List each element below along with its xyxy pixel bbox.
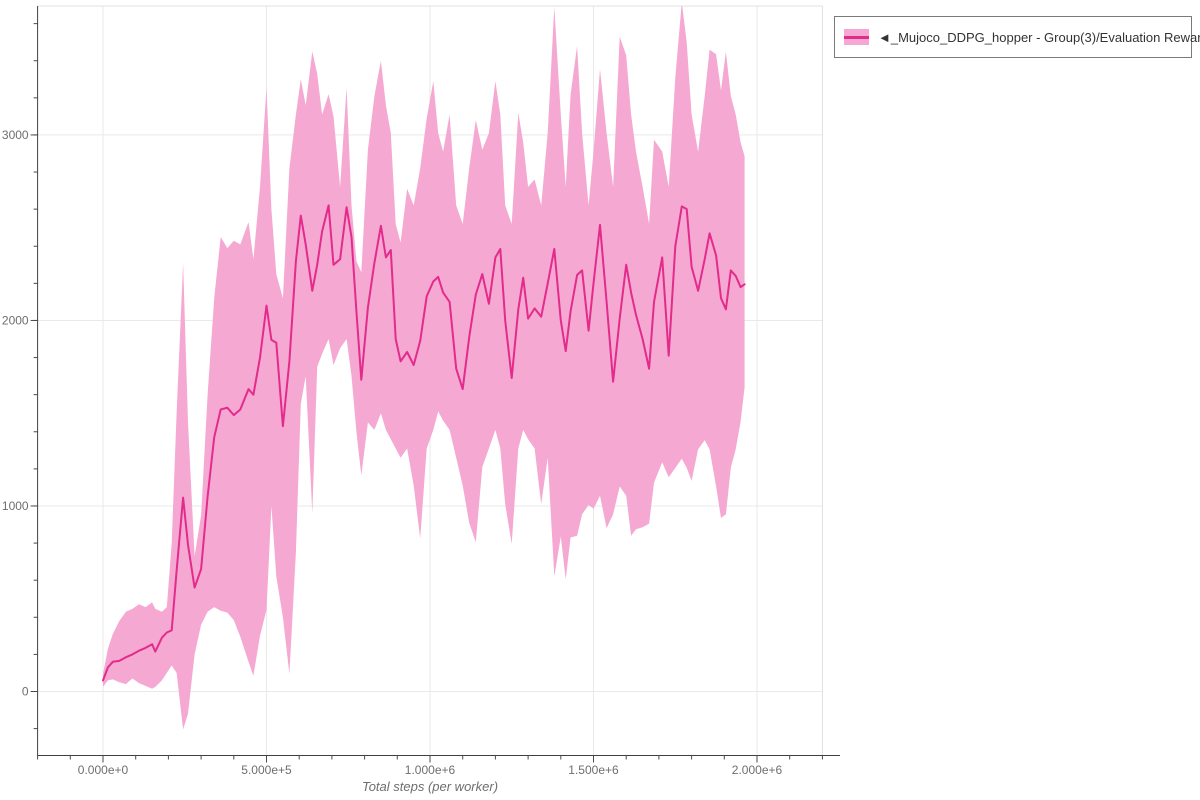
y-tick-label: 0: [22, 684, 29, 698]
y-tick-label: 1000: [2, 499, 29, 513]
legend-swatch-line-icon: [844, 35, 869, 39]
legend-box: ◄_Mujoco_DDPG_hopper - Group(3)/Evaluati…: [834, 16, 1200, 58]
x-tick-label: 1.000e+6: [405, 763, 456, 777]
legend-item[interactable]: ◄_Mujoco_DDPG_hopper - Group(3)/Evaluati…: [844, 29, 1200, 45]
y-tick-label: 2000: [2, 313, 29, 327]
legend-swatch: [844, 29, 869, 45]
mean-line: [102, 204, 746, 682]
y-tick-label: 3000: [2, 128, 29, 142]
plot-area[interactable]: [38, 6, 823, 756]
legend-label: ◄_Mujoco_DDPG_hopper - Group(3)/Evaluati…: [878, 29, 1200, 45]
x-tick-label: 5.000e+5: [241, 763, 292, 777]
x-tick-label: 2.000e+6: [732, 763, 783, 777]
uncertainty-band: [103, 6, 745, 730]
x-axis-title: Total steps (per worker): [362, 779, 498, 794]
x-tick-label: 0.000e+0: [78, 763, 129, 777]
x-tick-label: 1.500e+6: [568, 763, 619, 777]
